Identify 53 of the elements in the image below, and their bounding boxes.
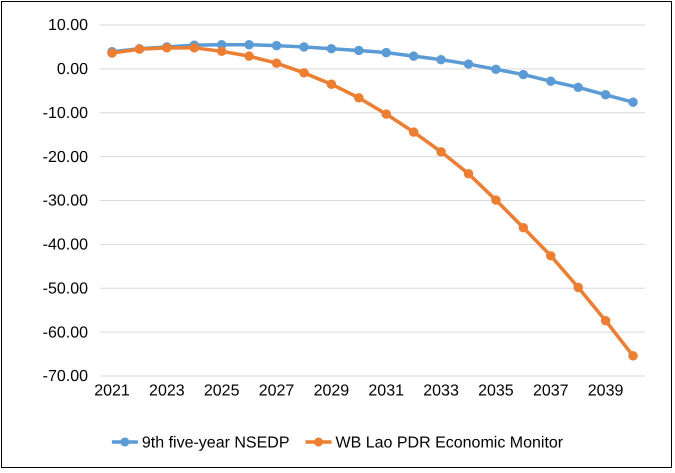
point [600,90,610,100]
y-tick-label: 0.00 [56,60,88,78]
point [491,195,501,205]
point [244,40,254,50]
x-tick-label: 2033 [423,382,459,400]
y-tick-label: 10.00 [48,17,88,34]
point [600,316,610,326]
y-tick-label: -60.00 [42,324,88,342]
point [272,58,282,68]
point [436,54,446,64]
x-tick-label: 2035 [478,382,514,400]
legend-label: WB Lao PDR Economic Monitor [335,434,564,452]
point [491,64,501,74]
y-tick-label: -50.00 [42,280,88,298]
point [354,93,364,103]
point [573,282,583,292]
point [381,109,391,119]
legend-label: 9th five-year NSEDP [142,434,290,452]
x-tick-label: 2023 [149,382,185,400]
x-tick-label: 2039 [588,382,624,400]
point [573,82,583,92]
point [190,43,199,53]
x-tick-label: 2027 [258,382,294,400]
x-tick-label: 2021 [94,382,130,400]
y-tick-label: -70.00 [42,368,88,386]
point [299,68,309,78]
point [546,251,556,260]
x-tick-label: 2029 [314,382,350,400]
y-tick-label: -20.00 [42,148,88,166]
point [408,127,418,137]
point [464,169,474,178]
x-tick-label: 2037 [532,382,569,400]
point [244,51,254,61]
y-tick-label: -10.00 [42,104,88,122]
y-tick-label: -30.00 [42,192,88,210]
point [354,46,364,56]
point [381,48,391,58]
x-tick-label: 2025 [204,382,240,400]
point [464,59,474,69]
point [518,70,528,80]
point [216,46,226,56]
point [628,98,638,107]
point [546,76,556,86]
point [326,44,336,54]
point [272,40,282,50]
point [326,80,336,89]
y-tick-label: -40.00 [42,236,88,254]
point [299,42,309,52]
point [518,222,528,232]
point [628,351,638,361]
point [436,147,446,157]
x-tick-label: 2031 [368,382,404,400]
point [408,51,418,61]
